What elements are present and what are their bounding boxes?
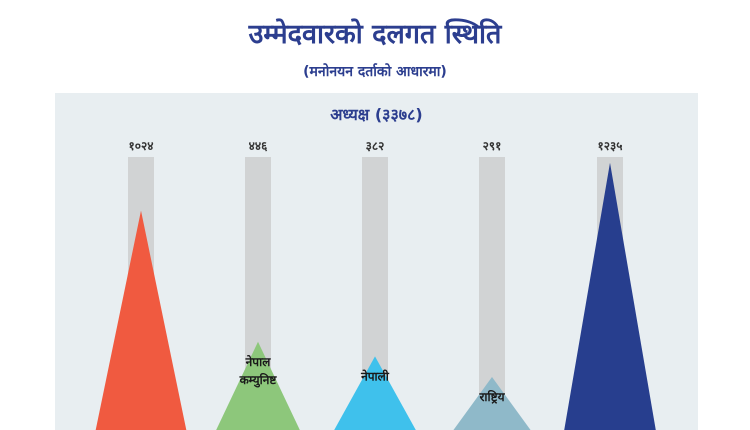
bar-triangle-1 [95, 210, 187, 430]
value-label-2: ४४६ [249, 139, 268, 153]
category-label-2-1: नेपाल [245, 355, 272, 369]
chart-title: अध्यक्ष (३३७८) [330, 105, 423, 124]
bar-triangle-3 [334, 356, 416, 430]
page-title: उम्मेदवारको दलगत स्थिति [248, 19, 502, 50]
chart-panel: अध्यक्ष (३३७८) १०२४ ४४६ नेपाल कम्युनिष्ट ३८२… [55, 93, 698, 430]
value-label-3: ३८२ [366, 139, 385, 153]
category-label-3: नेपाली [360, 369, 390, 383]
value-label-4: २९१ [483, 139, 502, 153]
bar-triangle-2 [216, 341, 300, 430]
bar-triangle-5 [564, 162, 656, 430]
category-label-2-2: कम्युनिष्ट [239, 373, 278, 388]
value-label-1: १०२४ [129, 139, 154, 153]
bar-triangle-4 [453, 376, 531, 430]
value-label-5: १२३५ [598, 139, 623, 153]
party-candidates-chart: १०२४ ४४६ नेपाल कम्युनिष्ट ३८२ नेपाली २९१ राष्ट्… [95, 139, 656, 430]
page-subtitle: (मनोनयन दर्ताको आधारमा) [303, 64, 447, 80]
category-label-4: राष्ट्रिय [478, 390, 505, 404]
